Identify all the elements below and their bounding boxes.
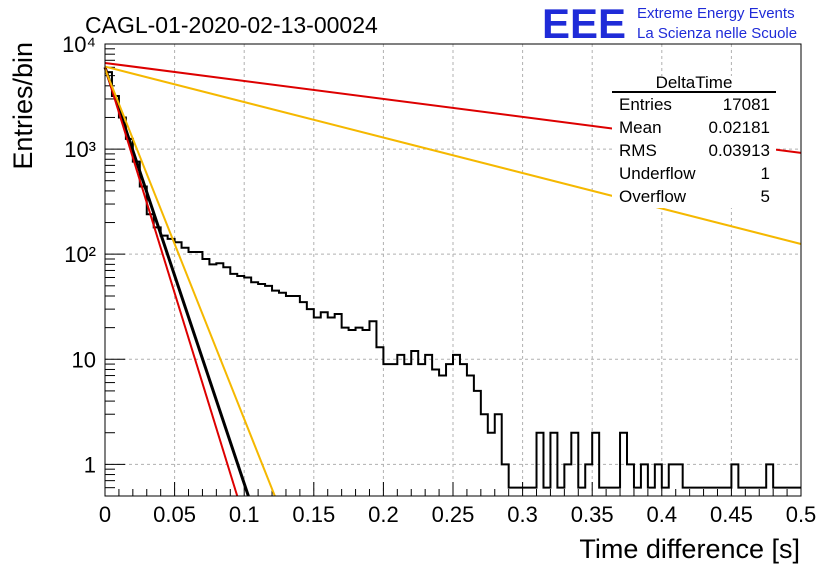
x-tick-label: 0.35 xyxy=(571,502,614,527)
run-title: CAGL-01-2020-02-13-00024 xyxy=(85,12,378,38)
eee-logo: EEE xyxy=(542,0,626,47)
x-tick-label: 0.45 xyxy=(710,502,753,527)
x-tick-label: 0.05 xyxy=(153,502,196,527)
x-tick-label: 0.4 xyxy=(647,502,678,527)
stats-label: RMS xyxy=(619,141,657,160)
x-axis-ticks: 0 0.05 0.1 0.15 0.2 0.25 0.3 0.35 0.4 0.45 0.5 xyxy=(99,482,816,527)
x-tick-label: 0.25 xyxy=(432,502,475,527)
x-axis-label: Time difference [s] xyxy=(579,534,800,564)
y-tick-label: 1 xyxy=(84,452,96,477)
y-tick-label: 10⁴ xyxy=(62,32,96,57)
y-axis-ticks: 1 10 10² 10³ 10⁴ xyxy=(62,32,125,489)
stats-title: DeltaTime xyxy=(656,73,733,92)
fit-line-2 xyxy=(104,67,239,497)
histogram-outline xyxy=(105,71,801,489)
x-tick-label: 0.2 xyxy=(368,502,399,527)
stats-value: 0.03913 xyxy=(709,141,770,160)
stats-label: Overflow xyxy=(619,187,687,206)
x-tick-label: 0 xyxy=(99,502,111,527)
plot-frame xyxy=(104,43,802,497)
stats-value: 1 xyxy=(761,164,770,183)
logo-subtitle-line1: Extreme Energy Events xyxy=(637,5,795,22)
x-tick-label: 0.3 xyxy=(507,502,538,527)
stats-value: 5 xyxy=(761,187,770,206)
x-tick-label: 0.15 xyxy=(292,502,335,527)
histogram xyxy=(105,71,801,489)
y-axis-label: Entries/bin xyxy=(8,42,38,170)
stats-value: 17081 xyxy=(723,95,770,114)
fit-line-5 xyxy=(104,65,802,245)
y-tick-label: 10 xyxy=(72,347,96,372)
stats-label: Entries xyxy=(619,95,672,114)
y-tick-label: 10³ xyxy=(64,137,96,162)
stats-value: 0.02181 xyxy=(709,118,770,137)
stats-label: Mean xyxy=(619,118,662,137)
stats-box: DeltaTime Entries 17081 Mean 0.02181 RMS 0.03… xyxy=(612,73,776,208)
fit-line-1 xyxy=(103,66,250,497)
fit-line-3 xyxy=(104,68,276,497)
x-tick-label: 0.5 xyxy=(786,502,817,527)
x-tick-label: 0.1 xyxy=(229,502,260,527)
logo-subtitle-line2: La Scienza nelle Scuole xyxy=(637,25,797,42)
y-tick-label: 10² xyxy=(64,242,96,267)
stats-label: Underflow xyxy=(619,164,696,183)
